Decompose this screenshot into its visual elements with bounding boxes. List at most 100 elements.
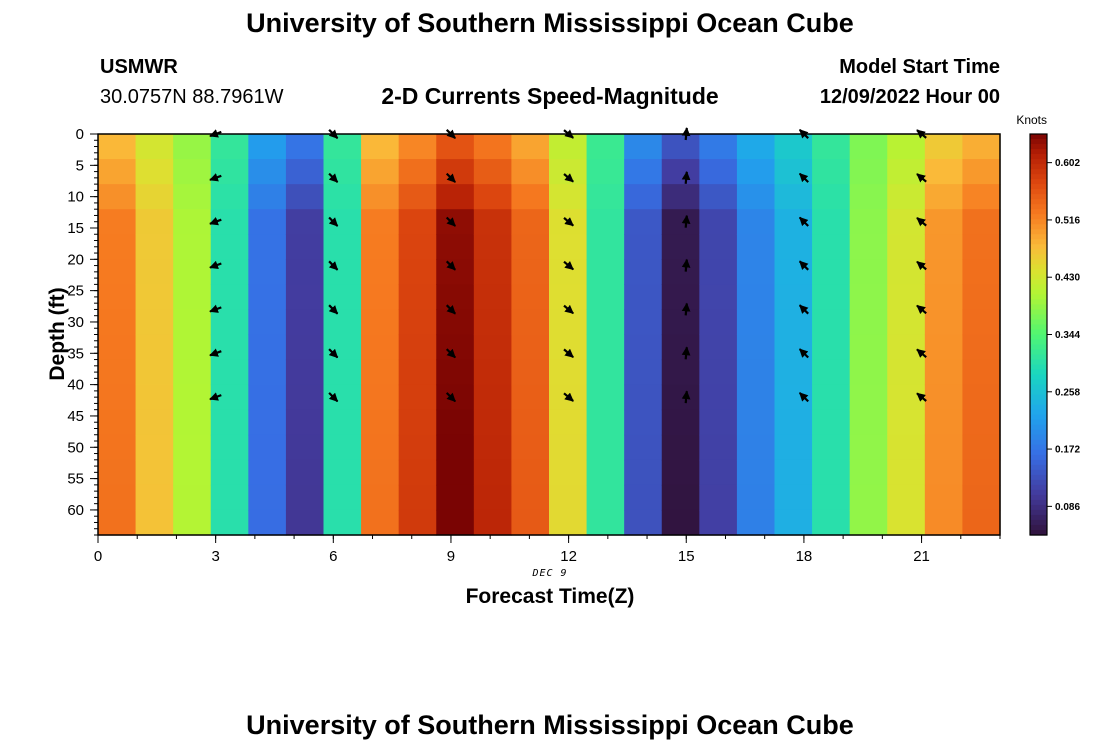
current-vector (681, 214, 691, 228)
heat-cell (924, 134, 964, 160)
heat-cell (849, 434, 888, 461)
current-vector (798, 172, 809, 183)
heat-cell (661, 159, 700, 185)
heat-cell (285, 209, 325, 235)
current-vector (563, 392, 574, 402)
heat-cell (98, 359, 137, 386)
heat-cell (173, 359, 212, 386)
chart-title: University of Southern Mississippi Ocean… (246, 8, 854, 38)
heat-cell (774, 234, 813, 260)
heat-cell (962, 484, 1001, 511)
current-vector (209, 216, 222, 226)
colorbar-tick-label: 0.516 (1055, 215, 1080, 226)
heat-cell (135, 234, 174, 260)
current-vector (916, 260, 927, 271)
colorbar-segment (1030, 239, 1047, 245)
heat-cell (436, 434, 475, 461)
heat-cell (924, 359, 964, 386)
heat-cell (549, 359, 588, 386)
heat-cell (511, 334, 550, 361)
heat-cell (511, 459, 550, 486)
heat-cell (549, 134, 588, 160)
heat-cell (549, 159, 588, 185)
heat-cell (586, 284, 625, 311)
colorbar-segment (1030, 409, 1047, 416)
current-vector (445, 172, 456, 183)
heat-cell (473, 459, 513, 486)
heat-cell (98, 309, 137, 336)
heat-cell (285, 159, 325, 185)
colorbar-segment (1030, 379, 1047, 386)
heat-cell (285, 409, 325, 436)
heat-cell (323, 409, 362, 436)
heat-cell (549, 184, 588, 210)
current-vector (209, 392, 222, 401)
heat-cell (98, 209, 137, 235)
heat-cell (586, 384, 625, 411)
heat-cell (511, 134, 550, 160)
y-tick-label: 20 (67, 251, 84, 268)
heat-cell (511, 259, 550, 285)
heat-cell (323, 509, 362, 536)
heat-cell (473, 484, 513, 511)
heat-cell (173, 459, 212, 486)
heat-cell (849, 484, 888, 511)
heat-cell (736, 234, 776, 260)
heat-cell (699, 384, 738, 411)
heat-cell (361, 134, 400, 160)
heat-cell (361, 384, 400, 411)
heat-cell (624, 309, 663, 336)
heat-cell (774, 434, 813, 461)
heat-cell (98, 409, 137, 436)
heat-cell (398, 384, 437, 411)
station-coordinates: 30.0757N 88.7961W (100, 86, 284, 108)
heat-cell (812, 209, 851, 235)
heat-cell (361, 359, 400, 386)
heat-cell (173, 284, 212, 311)
heat-cell (285, 484, 325, 511)
heat-cell (361, 434, 400, 461)
heat-cell (549, 509, 588, 536)
heat-cell (473, 184, 513, 210)
colorbar-segment (1030, 144, 1047, 150)
current-vector (798, 348, 809, 359)
heat-cell (586, 459, 625, 486)
heat-cell (549, 334, 588, 361)
heat-cell (812, 334, 851, 361)
current-vector (445, 392, 456, 403)
heat-cell (473, 334, 513, 361)
heat-cell (624, 384, 663, 411)
heat-cell (661, 309, 700, 336)
colorbar-segment (1030, 234, 1047, 240)
colorbar-segment (1030, 184, 1047, 190)
colorbar-segment (1030, 369, 1047, 376)
heat-cell (549, 309, 588, 336)
heat-cell (849, 259, 888, 285)
heat-cell (586, 184, 625, 210)
heat-cell (586, 359, 625, 386)
heat-cell (774, 384, 813, 411)
heat-cell (812, 134, 851, 160)
current-vector (681, 346, 691, 360)
heat-cell (248, 484, 287, 511)
heat-cell (962, 209, 1001, 235)
heat-cell (812, 434, 851, 461)
heat-cell (173, 484, 212, 511)
heat-cell (887, 384, 926, 411)
heat-cell (736, 284, 776, 311)
heat-cell (812, 509, 851, 536)
heat-cell (924, 209, 964, 235)
heat-cell (774, 284, 813, 311)
heat-cell (849, 359, 888, 386)
heat-cell (962, 159, 1001, 185)
heat-cell (962, 459, 1001, 486)
heat-cell (248, 459, 287, 486)
heat-cell (887, 459, 926, 486)
heat-cell (586, 234, 625, 260)
colorbar-tick-label: 0.430 (1055, 273, 1080, 284)
heat-cell (661, 334, 700, 361)
colorbar-segment (1030, 404, 1047, 411)
heat-cell (962, 234, 1001, 260)
current-vector (209, 304, 222, 313)
heat-cell (511, 384, 550, 411)
